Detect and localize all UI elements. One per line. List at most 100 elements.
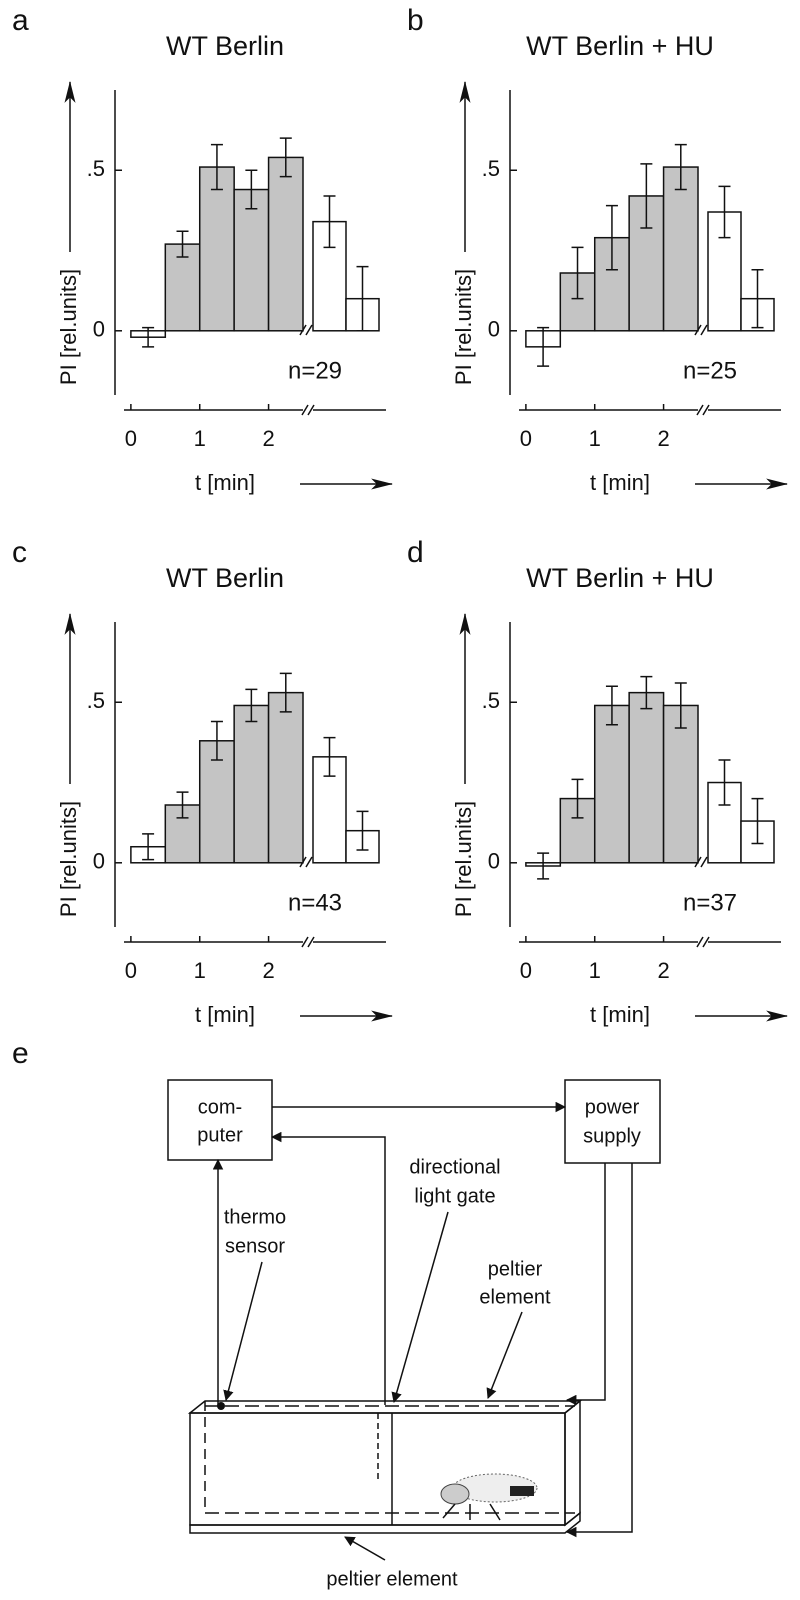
error-bar xyxy=(210,143,223,191)
bar xyxy=(593,704,630,864)
x-axis-label: t [min] xyxy=(590,470,650,495)
annotation: n=25 xyxy=(683,357,737,384)
label: peltier element xyxy=(326,1568,458,1590)
panel-label: d xyxy=(407,536,424,569)
label: directional xyxy=(409,1156,500,1178)
label: sensor xyxy=(225,1235,285,1257)
error-bar xyxy=(279,672,292,713)
y-axis-label: PI [rel.units] xyxy=(56,269,81,385)
arrow xyxy=(565,1163,633,1538)
x-tick-label: 2 xyxy=(657,958,669,983)
error-bar xyxy=(751,797,764,845)
x-tick-label: 0 xyxy=(125,426,137,451)
error-bar xyxy=(176,230,189,258)
label: light gate xyxy=(414,1185,495,1207)
y-tick-label: .5 xyxy=(87,688,105,713)
x-tick-label: 2 xyxy=(657,426,669,451)
bar xyxy=(662,704,699,864)
error-bar xyxy=(323,736,336,777)
tube xyxy=(187,1399,583,1534)
error-bar xyxy=(142,326,155,348)
bar xyxy=(198,166,235,332)
error-bar xyxy=(640,675,653,710)
power-supply-label: supply xyxy=(583,1125,641,1147)
arrow xyxy=(565,1163,606,1406)
power-supply-label: power xyxy=(585,1096,640,1118)
error-bar xyxy=(356,265,369,332)
chart-title: WT Berlin xyxy=(166,563,284,593)
panel-label: a xyxy=(12,4,29,37)
arrow xyxy=(391,1211,449,1404)
arrow xyxy=(344,1536,386,1561)
error-bar xyxy=(605,685,618,726)
label: element xyxy=(479,1286,551,1308)
bar xyxy=(267,691,304,864)
x-tick-label: 1 xyxy=(194,426,206,451)
x-axis-label: t [min] xyxy=(195,470,255,495)
axis-break xyxy=(301,936,315,948)
bar xyxy=(628,691,665,864)
panel-label: b xyxy=(407,4,424,37)
error-bar xyxy=(718,759,731,806)
bar xyxy=(312,220,347,332)
bar xyxy=(233,188,270,332)
axis-break xyxy=(696,936,710,948)
chart-panel: c WT Berlin 0 .5 PI [rel.units] 0 1 2 t [min] n=4… xyxy=(12,536,394,1027)
power-supply-box xyxy=(564,1079,661,1164)
y-axis-label: PI [rel.units] xyxy=(451,801,476,917)
setup-diagram: e com- puter power supply t xyxy=(12,1037,661,1590)
panel-label: e xyxy=(12,1037,29,1070)
error-bar xyxy=(245,169,258,210)
chart-title: WT Berlin + HU xyxy=(526,563,714,593)
x-tick-label: 0 xyxy=(125,958,137,983)
chart-panel: b WT Berlin + HU 0 .5 PI [rel.units] 0 1 2 t [mi… xyxy=(407,4,789,495)
x-axis-label: t [min] xyxy=(590,1002,650,1027)
error-bar xyxy=(279,137,292,178)
error-bar xyxy=(571,246,584,300)
x-tick-label: 1 xyxy=(194,958,206,983)
arrow xyxy=(486,1311,523,1399)
x-tick-label: 2 xyxy=(262,958,274,983)
bar xyxy=(233,704,270,864)
y-tick-label: .5 xyxy=(87,156,105,181)
y-tick-label: .5 xyxy=(482,688,500,713)
y-tick-label: 0 xyxy=(488,849,500,874)
error-bar xyxy=(142,833,155,861)
bar xyxy=(198,740,235,864)
arrow xyxy=(270,1131,386,1405)
error-bar xyxy=(640,163,653,229)
error-bar xyxy=(176,791,189,819)
error-bar xyxy=(537,326,550,367)
annotation: n=37 xyxy=(683,889,737,916)
y-tick-label: 0 xyxy=(93,317,105,342)
chart-panel: d WT Berlin + HU 0 .5 PI [rel.units] 0 1 2 t [mi… xyxy=(407,536,789,1027)
error-bar xyxy=(356,810,369,851)
error-bar xyxy=(751,269,764,329)
bar xyxy=(662,166,699,332)
error-bar xyxy=(674,143,687,191)
label: thermo xyxy=(224,1206,286,1228)
charts: a WT Berlin 0 .5 PI [rel.units] 0 1 2 t [min] n=2… xyxy=(12,4,789,1027)
panel-label: c xyxy=(12,536,27,569)
y-axis-label: PI [rel.units] xyxy=(56,801,81,917)
chart-title: WT Berlin + HU xyxy=(526,31,714,61)
y-tick-label: 0 xyxy=(93,849,105,874)
y-tick-label: .5 xyxy=(482,156,500,181)
y-tick-label: 0 xyxy=(488,317,500,342)
y-axis-label: PI [rel.units] xyxy=(451,269,476,385)
computer-box xyxy=(167,1079,273,1161)
error-bar xyxy=(210,720,223,761)
error-bar xyxy=(605,204,618,271)
error-bar xyxy=(537,852,550,880)
label: peltier xyxy=(488,1258,543,1280)
chart-title: WT Berlin xyxy=(166,31,284,61)
x-tick-label: 1 xyxy=(589,426,601,451)
chart-panel: a WT Berlin 0 .5 PI [rel.units] 0 1 2 t [min] n=2… xyxy=(12,4,394,495)
bar xyxy=(740,820,775,864)
bar xyxy=(267,156,304,332)
computer-label: puter xyxy=(197,1124,243,1146)
arrow xyxy=(223,1261,263,1402)
computer-label: com- xyxy=(198,1096,242,1118)
x-tick-label: 0 xyxy=(520,958,532,983)
